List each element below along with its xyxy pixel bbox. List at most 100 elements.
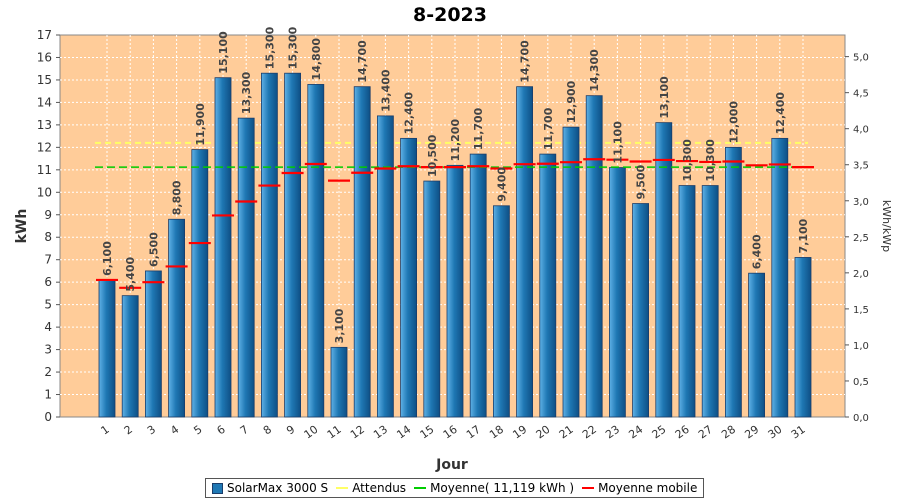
y2-tick-label: 0,0 <box>853 413 869 424</box>
y-tick-label: 6 <box>44 275 52 289</box>
y-tick-label: 15 <box>37 73 52 87</box>
bar-value-label: 6,500 <box>147 232 160 267</box>
legend-label-production: SolarMax 3000 S <box>227 481 329 495</box>
x-tick-label: 27 <box>696 423 715 442</box>
bar-value-label: 8,800 <box>171 180 184 215</box>
y-tick-label: 7 <box>44 253 52 267</box>
bar-value-label: 15,300 <box>263 26 276 69</box>
bar <box>400 137 418 418</box>
bar <box>771 137 789 418</box>
bar-value-label: 9,400 <box>495 167 508 202</box>
bar-value-label: 13,100 <box>658 76 671 119</box>
x-tick-label: 28 <box>719 423 738 442</box>
bar-value-label: 14,700 <box>519 40 532 83</box>
bar-value-label: 5,400 <box>124 257 137 292</box>
bar <box>260 72 278 418</box>
y2-tick-label: 3,0 <box>853 197 869 208</box>
x-tick-label: 5 <box>191 423 204 438</box>
bar-value-label: 13,400 <box>379 69 392 112</box>
legend-swatch-bar <box>212 482 223 494</box>
legend-item-production: SolarMax 3000 S <box>212 481 328 495</box>
bar <box>469 153 487 418</box>
bar <box>492 205 510 418</box>
bar-value-label: 10,300 <box>681 139 694 182</box>
y2-tick-label: 5,0 <box>853 53 869 64</box>
bar <box>794 257 812 418</box>
bar-value-label: 15,300 <box>287 26 300 69</box>
x-tick-label: 25 <box>650 423 669 442</box>
x-tick-label: 17 <box>464 423 483 442</box>
bar <box>609 167 626 418</box>
bar <box>98 279 116 418</box>
bar-value-label: 9,500 <box>635 164 648 199</box>
x-tick-label: 18 <box>487 423 506 442</box>
bar-value-label: 12,900 <box>565 80 578 123</box>
y-tick-label: 12 <box>37 140 52 154</box>
y2-tick-label: 1,5 <box>853 305 869 316</box>
y-tick-label: 3 <box>44 343 52 357</box>
bar <box>168 218 186 418</box>
bar-value-label: 12,400 <box>403 92 416 135</box>
x-tick-label: 19 <box>510 423 529 442</box>
legend-label-moyenne-mobile: Moyenne mobile <box>598 481 698 495</box>
y-tick-label: 17 <box>37 28 52 42</box>
y2-tick-label: 2,5 <box>853 233 869 244</box>
bar-value-label: 6,100 <box>101 241 114 276</box>
bar <box>446 164 464 418</box>
bar-value-label: 7,100 <box>797 218 810 253</box>
legend-swatch-mobile <box>582 487 595 489</box>
legend-label-attendus: Attendus <box>352 481 407 495</box>
bar <box>725 146 742 418</box>
x-tick-label: 22 <box>580 423 599 442</box>
bar <box>330 346 348 418</box>
x-tick-label: 16 <box>441 423 460 442</box>
x-tick-label: 3 <box>145 423 158 438</box>
bar-value-label: 15,100 <box>217 31 230 74</box>
y-tick-label: 13 <box>37 118 52 132</box>
x-tick-label: 10 <box>302 423 321 442</box>
bar <box>562 126 580 418</box>
x-axis-title: Jour <box>435 457 468 473</box>
bar-value-label: 11,700 <box>472 107 485 150</box>
bar-value-label: 14,800 <box>310 38 323 81</box>
x-tick-label: 21 <box>557 423 576 442</box>
y-tick-label: 16 <box>37 50 52 64</box>
x-tick-label: 14 <box>394 423 413 442</box>
y-tick-label: 11 <box>37 163 52 177</box>
y-tick-label: 8 <box>44 230 52 244</box>
bar <box>655 122 673 418</box>
bar-value-label: 14,700 <box>356 40 369 83</box>
x-tick-label: 20 <box>534 423 553 442</box>
x-tick-label: 4 <box>168 423 181 438</box>
bar-value-label: 11,700 <box>542 107 555 150</box>
x-tick-label: 31 <box>789 423 808 442</box>
chart-title: 8-2023 <box>413 4 487 26</box>
x-tick-label: 8 <box>261 423 274 438</box>
x-tick-label: 12 <box>348 423 367 442</box>
x-tick-label: 7 <box>238 423 251 438</box>
x-tick-label: 9 <box>284 423 297 438</box>
bar-value-label: 13,300 <box>240 71 253 114</box>
bar-value-label: 3,100 <box>333 308 346 343</box>
bar <box>284 72 302 418</box>
bar <box>516 86 533 418</box>
y2-tick-label: 3,5 <box>853 161 869 172</box>
bar-value-label: 12,400 <box>774 92 787 135</box>
x-tick-label: 26 <box>673 423 692 442</box>
x-tick-label: 6 <box>215 423 228 438</box>
x-tick-label: 13 <box>371 423 390 442</box>
bar <box>376 115 394 418</box>
y-tick-label: 14 <box>37 95 52 109</box>
legend-swatch-moyenne <box>414 487 427 489</box>
bar-value-label: 10,300 <box>704 139 717 182</box>
y-tick-label: 2 <box>44 365 52 379</box>
legend-label-moyenne: Moyenne( 11,119 kWh ) <box>430 481 575 495</box>
y2-tick-label: 0,5 <box>853 377 869 388</box>
y2-tick-label: 4,5 <box>853 89 869 100</box>
legend-item-moyenne: Moyenne( 11,119 kWh ) <box>414 481 574 495</box>
bar <box>585 95 603 418</box>
legend-item-moyenne-mobile: Moyenne mobile <box>582 481 697 495</box>
y-tick-label: 4 <box>44 320 52 334</box>
